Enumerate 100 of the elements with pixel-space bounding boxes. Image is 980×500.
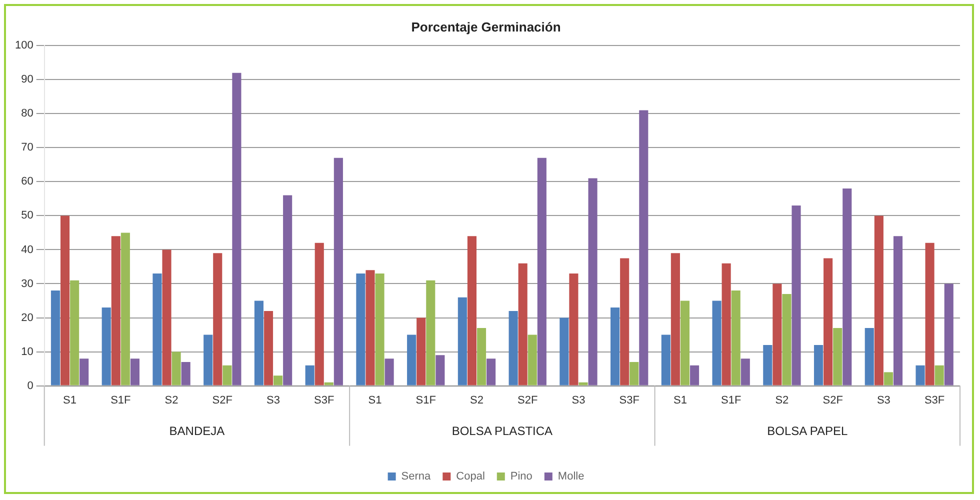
x-tick-label: S1 — [673, 394, 687, 406]
bar — [60, 216, 70, 386]
bar — [407, 334, 416, 386]
y-tick-label: 50 — [21, 210, 34, 222]
bar — [792, 205, 801, 386]
text: BOLSA PAPEL — [767, 424, 848, 438]
y-tick-label: 90 — [21, 74, 34, 86]
x-tick-label: S2F — [212, 394, 233, 406]
bar — [578, 382, 588, 386]
bar — [436, 355, 445, 386]
bar — [324, 382, 334, 386]
legend-label: Pino — [510, 470, 532, 483]
bar — [426, 280, 436, 386]
bar — [70, 280, 80, 386]
bar — [254, 300, 264, 386]
x-tick-label: S3 — [876, 394, 890, 406]
bar — [232, 72, 242, 386]
bar — [152, 274, 162, 386]
bar — [864, 328, 874, 386]
bar — [458, 297, 467, 386]
x-tick-label: S3F — [619, 394, 640, 406]
bar — [314, 242, 324, 386]
bar — [356, 274, 366, 386]
legend-label: Serna — [401, 470, 432, 483]
x-tick-label: S1F — [720, 394, 742, 406]
x-tick-label: S3F — [314, 394, 334, 406]
bar — [305, 365, 314, 386]
bar — [181, 362, 190, 386]
x-tick-label: S2 — [470, 394, 484, 406]
x-tick-label: S3F — [924, 394, 945, 406]
bar — [712, 300, 722, 386]
text: BANDEJA — [169, 424, 225, 438]
bar — [476, 328, 486, 386]
bar — [274, 376, 283, 386]
bar — [824, 258, 833, 386]
bar — [884, 372, 893, 386]
bar — [661, 334, 670, 386]
bar — [833, 328, 842, 386]
bar — [222, 365, 232, 386]
y-tick-label: 70 — [21, 142, 34, 154]
bar — [375, 274, 384, 386]
bar — [680, 300, 690, 386]
bar — [283, 195, 292, 386]
bar — [334, 158, 343, 386]
bar — [620, 258, 630, 386]
legend-label: Copal — [456, 470, 485, 483]
bar — [172, 352, 181, 386]
bar — [416, 318, 426, 386]
x-tick-label: S2 — [775, 394, 789, 406]
bar — [560, 318, 569, 386]
y-tick-label: 100 — [14, 40, 34, 52]
y-tick-label: 10 — [21, 346, 34, 358]
bar — [925, 242, 934, 386]
y-tick-label: 0 — [27, 380, 34, 392]
bar — [639, 110, 648, 386]
bar — [588, 178, 598, 386]
bar — [874, 216, 884, 386]
bar — [467, 236, 477, 386]
bar — [486, 358, 496, 386]
bar — [50, 290, 60, 386]
bar — [162, 250, 172, 386]
x-tick-label: S2 — [164, 394, 178, 406]
bar — [934, 365, 944, 386]
bar — [610, 308, 620, 386]
x-tick-label: S1F — [110, 394, 132, 406]
y-tick-label: 30 — [21, 278, 34, 290]
x-tick-label: S2F — [822, 394, 844, 406]
bar — [916, 365, 925, 386]
bar — [670, 253, 680, 386]
y-tick-label: 20 — [21, 312, 34, 324]
bar — [130, 358, 140, 386]
bar — [80, 358, 89, 386]
x-tick-label: S2F — [518, 394, 538, 406]
bar — [537, 158, 546, 386]
bar — [366, 270, 375, 386]
bar — [518, 263, 528, 386]
bar — [842, 188, 852, 386]
bar — [763, 344, 772, 386]
bar — [630, 362, 639, 386]
bar — [111, 236, 120, 386]
bar — [740, 358, 750, 386]
x-tick-label: S3 — [266, 394, 280, 406]
bar — [120, 232, 130, 386]
bar — [722, 263, 731, 386]
x-tick-label: S1 — [63, 394, 77, 406]
y-tick-label: 40 — [21, 244, 34, 256]
bar — [690, 365, 700, 386]
bar — [384, 358, 394, 386]
text: BOLSA PLASTICA — [452, 424, 553, 438]
bar — [944, 284, 954, 386]
bar — [528, 334, 537, 386]
bar — [772, 284, 782, 386]
bar — [782, 294, 792, 386]
bar — [569, 274, 578, 386]
bar — [508, 310, 518, 386]
bar — [102, 308, 111, 386]
x-tick-label: S1F — [416, 394, 436, 406]
bar — [893, 236, 903, 386]
legend-label: Molle — [558, 470, 584, 483]
bar — [731, 290, 740, 386]
